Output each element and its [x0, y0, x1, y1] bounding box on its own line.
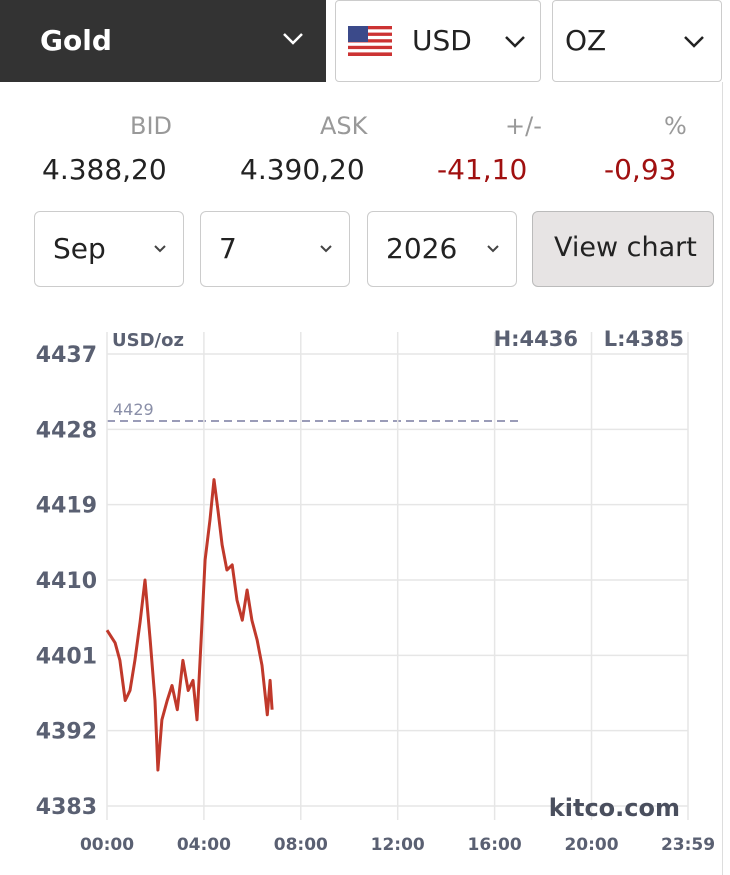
day-select[interactable]: 7 — [200, 211, 350, 287]
day-value: 7 — [219, 232, 237, 265]
x-tick-label: 08:00 — [274, 835, 328, 855]
year-select[interactable]: 2026 — [367, 211, 517, 287]
ask-header: ASK — [320, 112, 368, 140]
change-header: +/- — [505, 112, 542, 140]
view-chart-button[interactable]: View chart — [532, 211, 714, 287]
low-label: L:4385 — [604, 327, 684, 351]
month-select[interactable]: Sep — [34, 211, 184, 287]
x-tick-label: 20:00 — [564, 835, 618, 855]
ask-value: 4.390,20 — [240, 153, 365, 186]
high-label: H:4436 — [494, 327, 578, 351]
y-tick-label: 4410 — [36, 569, 97, 594]
x-tick-label: 16:00 — [468, 835, 522, 855]
percent-value: -0,93 — [604, 153, 677, 186]
x-tick-label: 04:00 — [177, 835, 231, 855]
x-tick-label: 12:00 — [371, 835, 425, 855]
x-tick-label: 00:00 — [80, 835, 134, 855]
percent-header: % — [664, 112, 687, 140]
y-tick-label: 4401 — [36, 644, 97, 669]
y-tick-label: 4392 — [36, 720, 97, 745]
metal-value: Gold — [40, 24, 112, 57]
chart: 4429 23:59 20:00 16:00 12:00 08:00 04:00 00:00 4… — [36, 327, 715, 855]
year-value: 2026 — [386, 232, 458, 265]
us-flag — [348, 26, 392, 56]
chevron — [283, 33, 303, 45]
chevron — [154, 245, 166, 253]
chevron — [320, 245, 332, 253]
metal-select[interactable]: Gold — [0, 0, 326, 82]
month-value: Sep — [53, 232, 106, 265]
bid-value: 4.388,20 — [42, 153, 167, 186]
watermark: kitco.com — [549, 794, 680, 822]
y-tick-label: 4428 — [36, 418, 97, 443]
price-line — [105, 478, 274, 772]
bid-header: BID — [130, 112, 173, 140]
unit-label: USD/oz — [112, 330, 184, 351]
x-tick-label: 23:59 — [661, 835, 715, 855]
chevron — [684, 36, 704, 48]
chevron — [487, 245, 499, 253]
divider — [722, 82, 723, 875]
unit-value: OZ — [565, 24, 607, 57]
currency-value: USD — [412, 24, 472, 57]
reference-label: 4429 — [113, 400, 154, 419]
y-tick-label: 4437 — [36, 343, 97, 368]
y-tick-label: 4419 — [36, 494, 97, 519]
unit-select[interactable]: OZ — [552, 0, 722, 82]
currency-select[interactable]: USD — [335, 0, 541, 82]
chevron — [505, 36, 525, 48]
change-value: -41,10 — [437, 153, 528, 186]
button-label: View chart — [554, 232, 697, 263]
y-tick-label: 4383 — [36, 795, 97, 820]
